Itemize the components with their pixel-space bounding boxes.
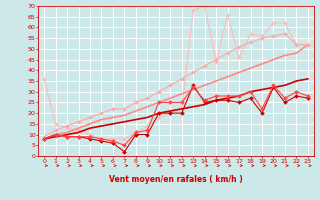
X-axis label: Vent moyen/en rafales ( km/h ): Vent moyen/en rafales ( km/h ) — [109, 175, 243, 184]
